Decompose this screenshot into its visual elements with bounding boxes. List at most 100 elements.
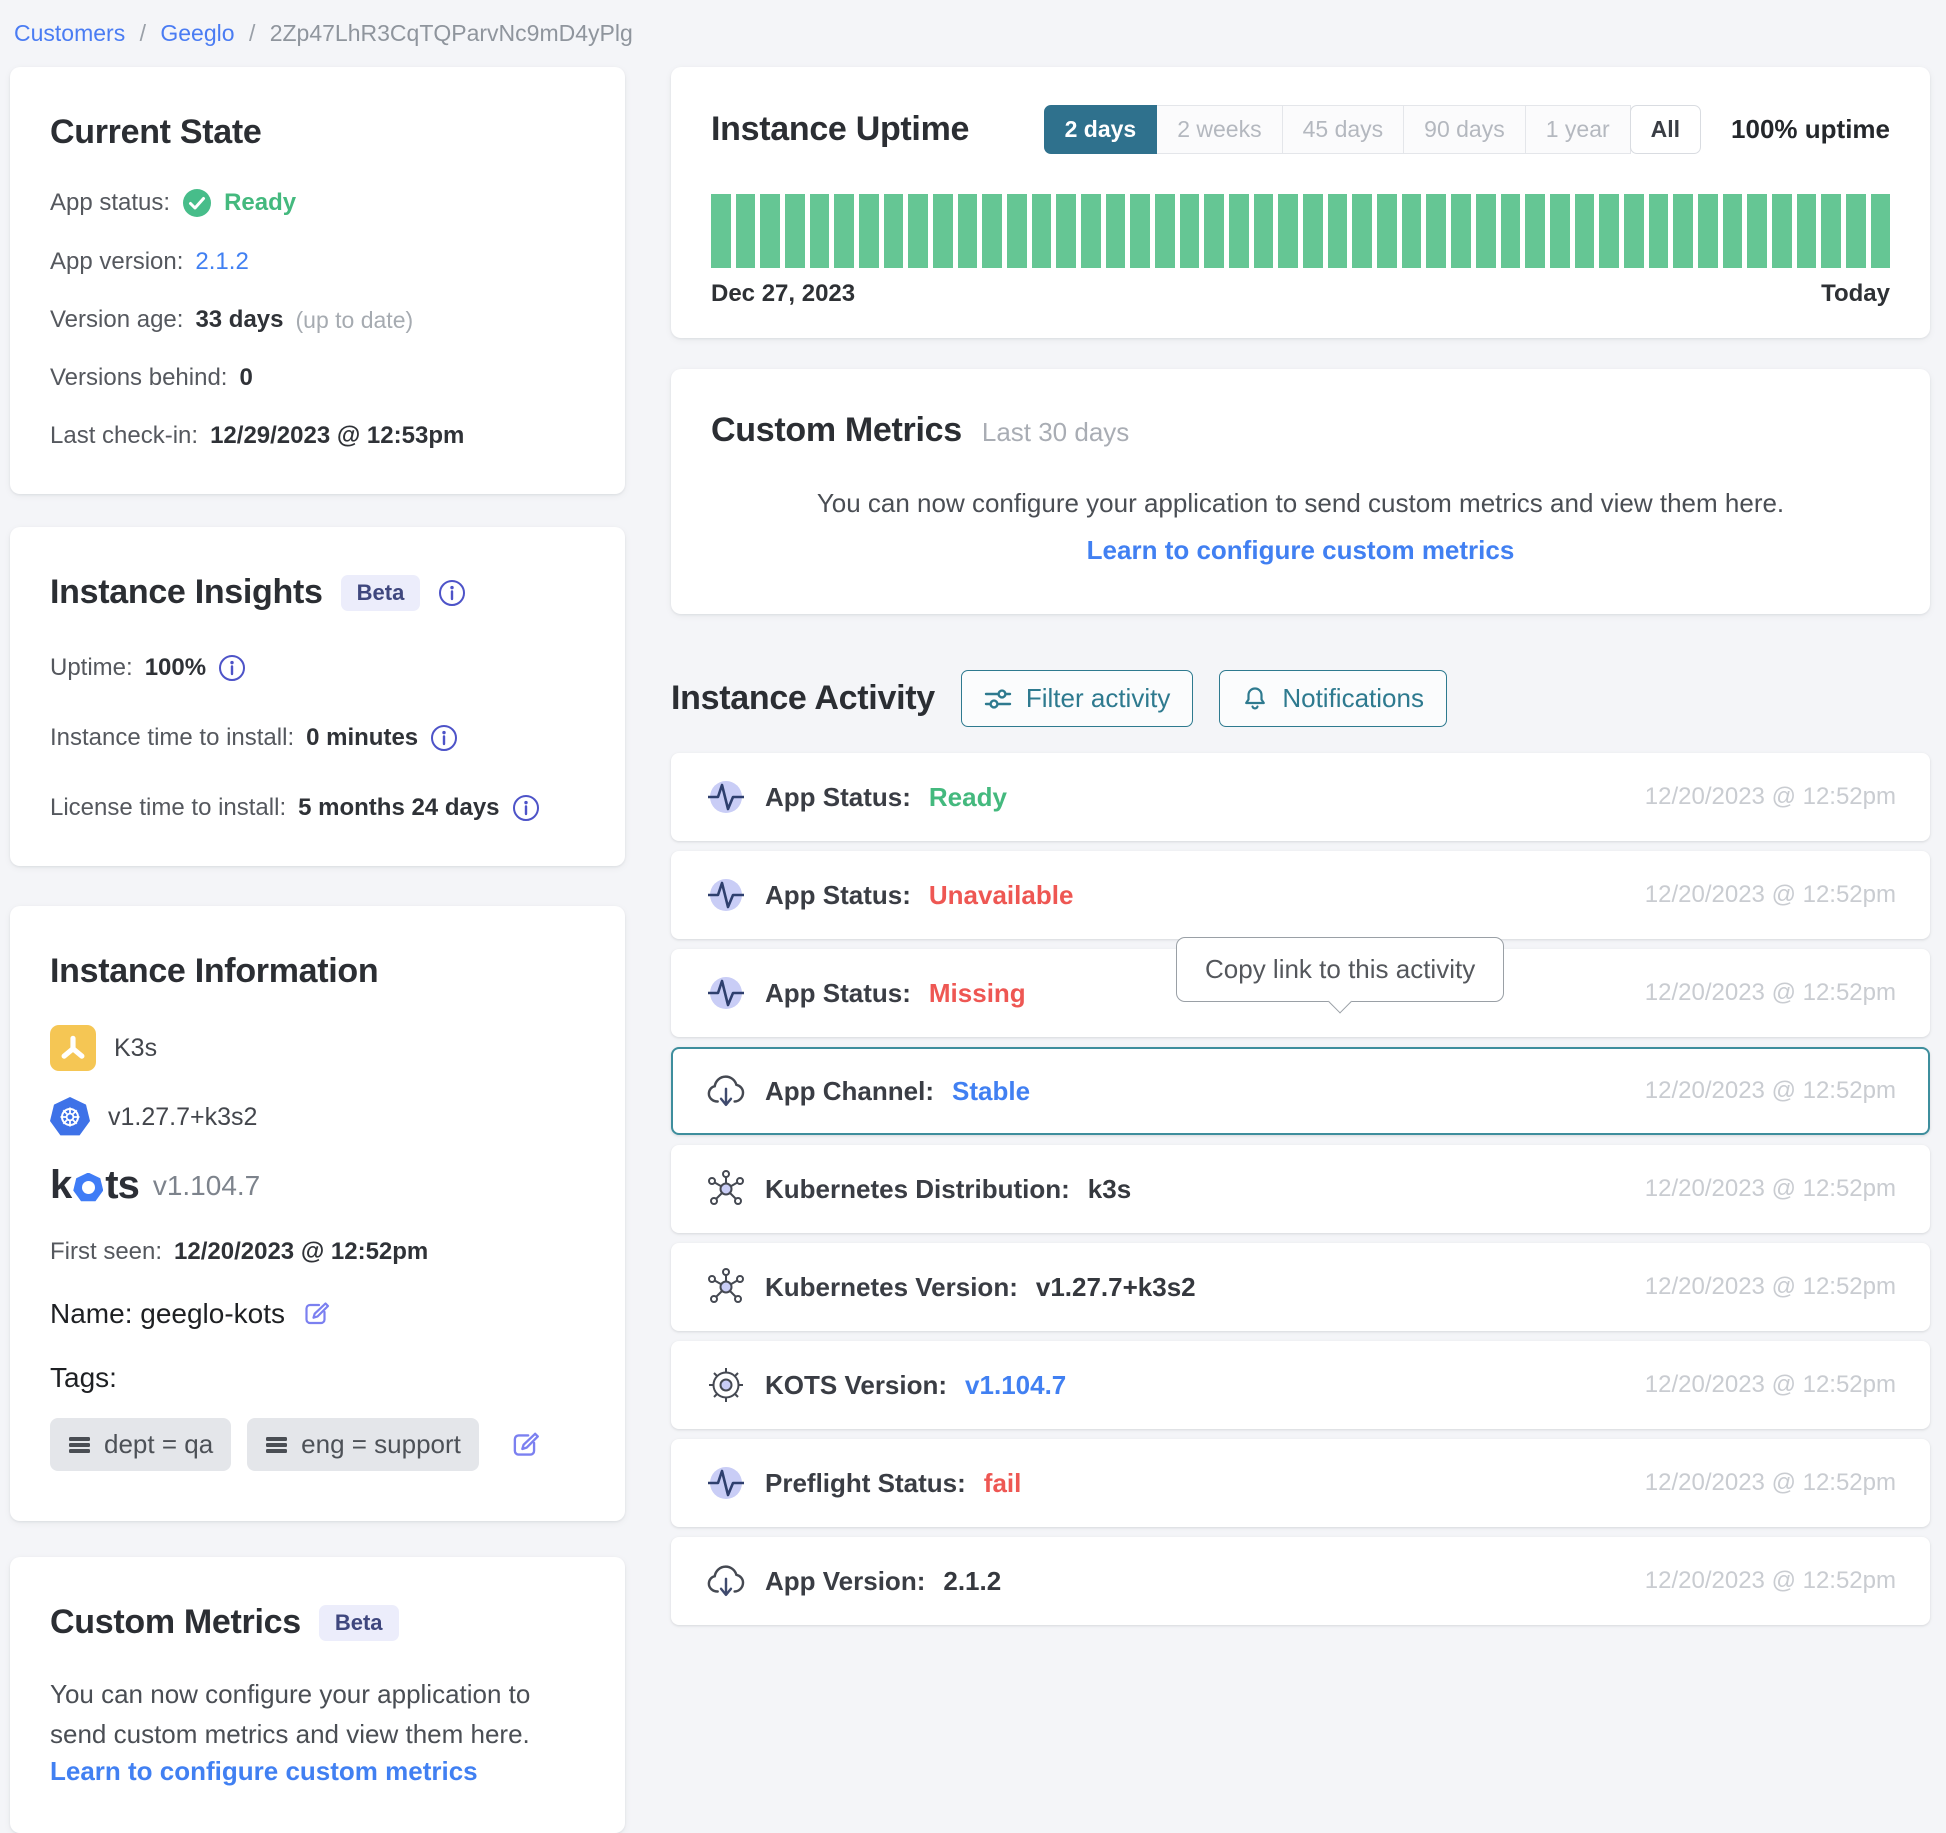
- kubernetes-icon: [50, 1097, 90, 1136]
- uptime-bar: [1771, 194, 1792, 268]
- activity-timestamp: 12/20/2023 @ 12:52pm: [1644, 1371, 1896, 1398]
- tag-text: dept = qa: [104, 1429, 214, 1459]
- range-button-45-days[interactable]: 45 days: [1282, 105, 1405, 154]
- activity-row-app-channel[interactable]: App Channel: Stable 12/20/2023 @ 12:52pm: [671, 1047, 1930, 1135]
- notifications-button[interactable]: Notifications: [1219, 670, 1447, 727]
- uptime-bar: [1105, 194, 1126, 268]
- pulse-icon: [705, 1462, 747, 1504]
- uptime-bar: [1821, 194, 1841, 268]
- uptime-bar: [1599, 194, 1619, 268]
- filter-sliders-icon: [984, 686, 1012, 712]
- left-column: Current State App status: Ready App vers…: [10, 67, 625, 1833]
- uptime-bar: [908, 194, 929, 268]
- cloud-download-icon: [705, 1560, 747, 1602]
- breadcrumb-instance-id: 2Zp47LhR3CqTQParvNc9mD4yPlg: [269, 20, 633, 46]
- edit-name-icon[interactable]: [301, 1299, 331, 1329]
- instance-name: Name: geeglo-kots: [50, 1298, 286, 1329]
- custom-metrics-left-body: You can now configure your application t…: [50, 1679, 531, 1749]
- helm-wheel-icon: [705, 1364, 747, 1406]
- version-age-row: Version age: 33 days (up to date): [50, 306, 585, 334]
- license-time-row: License time to install: 5 months 24 day…: [50, 794, 585, 822]
- info-icon[interactable]: [512, 794, 540, 822]
- uptime-bar: [1179, 194, 1200, 268]
- app-version-link[interactable]: 2.1.2: [195, 248, 249, 275]
- uptime-bar-chart: [711, 194, 1891, 268]
- uptime-bar: [1549, 194, 1570, 268]
- distribution-value: K3s: [114, 1033, 158, 1062]
- info-icon[interactable]: [430, 724, 458, 752]
- bell-icon: [1242, 685, 1268, 713]
- nodes-icon: [705, 1168, 747, 1210]
- uptime-bar: [711, 194, 731, 268]
- uptime-bar: [859, 194, 879, 268]
- uptime-bar: [933, 194, 953, 268]
- last-checkin-row: Last check-in: 12/29/2023 @ 12:53pm: [50, 422, 585, 450]
- version-age-value: 33 days: [195, 306, 284, 333]
- uptime-value: 100%: [144, 654, 207, 681]
- activity-timestamp: 12/20/2023 @ 12:52pm: [1644, 881, 1896, 908]
- kubernetes-version-value: v1.27.7+k3s2: [108, 1102, 258, 1131]
- kots-logo: k ts: [50, 1163, 140, 1207]
- version-age-note: (up to date): [295, 306, 414, 333]
- instance-name-row: Name: geeglo-kots: [50, 1298, 585, 1330]
- configure-custom-metrics-link[interactable]: Learn to configure custom metrics: [50, 1756, 478, 1786]
- breadcrumb: Customers / Geeglo / 2Zp47LhR3CqTQParvNc…: [14, 20, 1930, 47]
- activity-timestamp: 12/20/2023 @ 12:52pm: [1644, 1077, 1896, 1104]
- instance-insights-card: Instance Insights Beta Uptime: 100% Inst…: [10, 527, 625, 866]
- activity-timestamp: 12/20/2023 @ 12:52pm: [1644, 1567, 1896, 1594]
- range-button-2-weeks[interactable]: 2 weeks: [1157, 105, 1283, 154]
- uptime-bar: [1130, 194, 1151, 268]
- range-button-2-days[interactable]: 2 days: [1043, 105, 1158, 154]
- tags-row: dept = qa eng = support: [50, 1418, 585, 1471]
- instance-activity-list: Copy link to this activity App Status: R…: [671, 753, 1930, 1625]
- cloud-download-icon: [705, 1070, 747, 1112]
- uptime-range-group: 2 days 2 weeks 45 days 90 days 1 year Al…: [1043, 105, 1702, 154]
- activity-row-app-status-ready[interactable]: App Status: Ready 12/20/2023 @ 12:52pm: [671, 753, 1930, 841]
- app-version-row: App version: 2.1.2: [50, 248, 585, 276]
- activity-row-kubernetes-distribution[interactable]: Kubernetes Distribution: k3s 12/20/2023 …: [671, 1145, 1930, 1233]
- activity-row-app-status-unavailable[interactable]: App Status: Unavailable 12/20/2023 @ 12:…: [671, 851, 1930, 939]
- instance-time-row: Instance time to install: 0 minutes: [50, 724, 585, 752]
- instance-activity-header: Instance Activity Filter activity Notifi…: [671, 670, 1930, 727]
- uptime-bar: [1623, 194, 1644, 268]
- pulse-icon: [705, 972, 747, 1014]
- info-icon[interactable]: [438, 579, 466, 607]
- activity-row-kubernetes-version[interactable]: Kubernetes Version: v1.27.7+k3s2 12/20/2…: [671, 1243, 1930, 1331]
- uptime-bar: [1796, 194, 1817, 268]
- filter-activity-button[interactable]: Filter activity: [960, 670, 1194, 727]
- pulse-icon: [705, 874, 747, 916]
- breadcrumb-customers-link[interactable]: Customers: [14, 20, 126, 46]
- activity-timestamp: 12/20/2023 @ 12:52pm: [1644, 783, 1896, 810]
- k3s-icon: [50, 1025, 96, 1071]
- breadcrumb-separator: /: [139, 20, 146, 46]
- uptime-bar: [1031, 194, 1052, 268]
- pulse-icon: [705, 776, 747, 818]
- uptime-summary: 100% uptime: [1731, 114, 1890, 144]
- activity-timestamp: 12/20/2023 @ 12:52pm: [1644, 1273, 1896, 1300]
- kots-version-row: k ts v1.104.7: [50, 1163, 585, 1208]
- uptime-end-label: Today: [1821, 280, 1890, 307]
- activity-row-kots-version[interactable]: KOTS Version: v1.104.7 12/20/2023 @ 12:5…: [671, 1341, 1930, 1429]
- uptime-bar: [1475, 194, 1496, 268]
- info-icon[interactable]: [218, 654, 246, 682]
- tag-lines-icon: [265, 1435, 289, 1455]
- edit-tags-icon[interactable]: [509, 1429, 541, 1461]
- uptime-bar: [1327, 194, 1348, 268]
- current-state-title: Current State: [50, 113, 262, 151]
- range-button-90-days[interactable]: 90 days: [1404, 105, 1526, 154]
- activity-row-preflight-status[interactable]: Preflight Status: fail 12/20/2023 @ 12:5…: [671, 1439, 1930, 1527]
- uptime-bar: [1253, 194, 1274, 268]
- version-age-label: Version age:: [50, 306, 184, 333]
- configure-custom-metrics-link[interactable]: Learn to configure custom metrics: [1086, 535, 1515, 565]
- range-button-all[interactable]: All: [1629, 105, 1702, 154]
- uptime-bar: [1401, 194, 1422, 268]
- license-time-value: 5 months 24 days: [298, 794, 500, 821]
- breadcrumb-customer-link[interactable]: Geeglo: [160, 20, 235, 46]
- range-button-1-year[interactable]: 1 year: [1525, 105, 1631, 154]
- activity-row-app-version[interactable]: App Version: 2.1.2 12/20/2023 @ 12:52pm: [671, 1537, 1930, 1625]
- instance-time-label: Instance time to install:: [50, 724, 295, 751]
- uptime-bar: [834, 194, 855, 268]
- custom-metrics-left-card: Custom Metrics Beta You can now configur…: [10, 1557, 625, 1833]
